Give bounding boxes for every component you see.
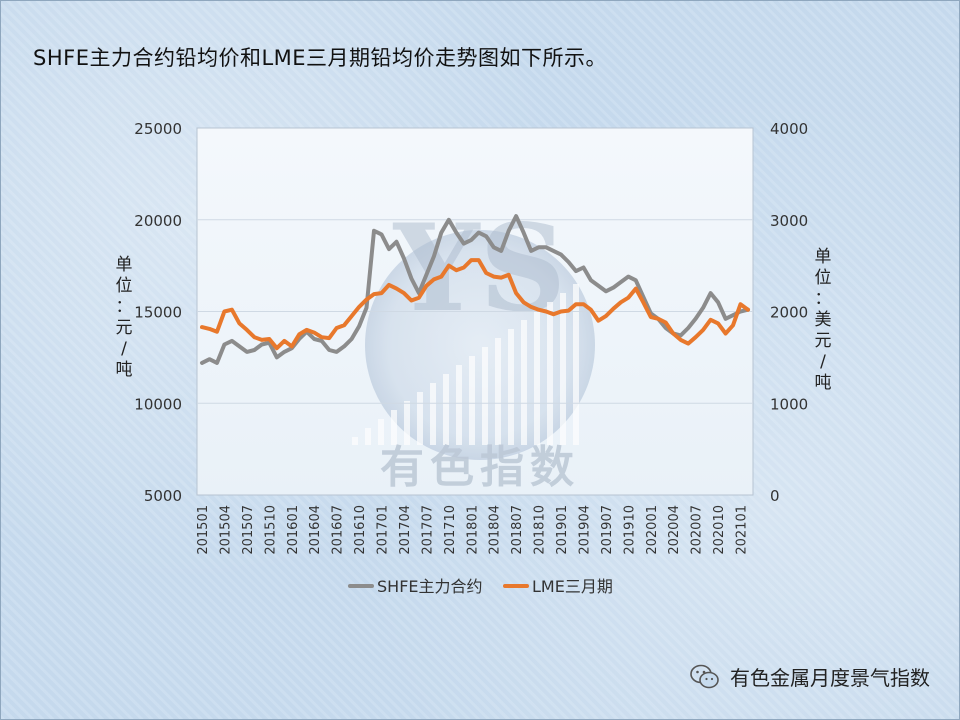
x-tick-label: 201901 (555, 505, 570, 555)
watermark-letters: YS (392, 198, 566, 339)
x-tick-label: 201707 (420, 505, 435, 555)
legend-item: LME三月期 (503, 577, 613, 596)
watermark-text: 有色指数 (380, 442, 580, 493)
watermark-bar (443, 374, 449, 445)
legend-item: SHFE主力合约 (348, 577, 483, 596)
legend: SHFE主力合约 LME三月期 (348, 577, 613, 596)
x-tick-label: 201804 (488, 505, 503, 555)
watermark-bar (352, 437, 358, 445)
left-tick-label: 10000 (134, 395, 182, 413)
watermark-bar (573, 284, 579, 445)
x-tick-label: 202101 (735, 505, 750, 555)
watermark-bar (560, 293, 566, 445)
right-axis-label: 单位：美元/吨 (815, 247, 832, 393)
watermark-logo: YS 有色指数 (352, 198, 595, 493)
right-tick-label: 1000 (770, 395, 808, 413)
watermark-bar (404, 401, 410, 445)
x-tick-label: 201610 (353, 505, 368, 555)
x-tick-label: 201501 (196, 505, 211, 555)
page-title: SHFE主力合约铅均价和LME三月期铅均价走势图如下所示。 (33, 46, 608, 70)
wechat-icon (690, 664, 719, 688)
footer-text: 有色金属月度景气指数 (730, 666, 930, 690)
x-tick-label: 201801 (465, 505, 480, 555)
x-tick-label: 202001 (645, 505, 660, 555)
x-tick-label: 201904 (577, 505, 592, 555)
watermark-bar (482, 347, 488, 445)
series-lines (200, 214, 750, 365)
series-line (200, 258, 750, 351)
watermark-bar (430, 383, 436, 445)
x-tick-label: 201907 (600, 505, 615, 555)
x-tick-label: 201910 (622, 505, 637, 555)
watermark-bar (547, 302, 553, 445)
x-tick-label: 201704 (398, 505, 413, 555)
x-tick-label: 201807 (510, 505, 525, 555)
left-tick-label: 25000 (134, 120, 182, 138)
x-tick-label: 201710 (443, 505, 458, 555)
watermark-bar (469, 356, 475, 445)
left-axis-label: 单位：元/吨 (116, 255, 133, 380)
x-tick-label: 201607 (331, 505, 346, 555)
x-tick-label: 202010 (712, 505, 727, 555)
watermark-bar (508, 329, 514, 445)
right-tick-label: 0 (770, 487, 780, 505)
legend-label: LME三月期 (532, 577, 613, 596)
gridlines (197, 219, 753, 404)
left-axis-ticks: 5000 10000 15000 20000 25000 (134, 120, 182, 505)
x-tick-label: 202004 (667, 505, 682, 555)
watermark-bar (534, 311, 540, 445)
watermark-bar (365, 428, 371, 445)
x-axis-ticks: 201501 201504 201507 201510 201601 201604 2016… (196, 505, 750, 555)
watermark-bar (495, 338, 501, 445)
x-tick-label: 201810 (533, 505, 548, 555)
watermark-bar (521, 320, 527, 445)
x-tick-label: 201604 (308, 505, 323, 555)
x-tick-label: 201510 (263, 505, 278, 555)
left-tick-label: 5000 (144, 487, 182, 505)
watermark-bar (378, 419, 384, 445)
left-tick-label: 15000 (134, 304, 182, 322)
watermark-bar (391, 410, 397, 445)
x-tick-label: 202007 (690, 505, 705, 555)
x-tick-label: 201601 (286, 505, 301, 555)
x-tick-label: 201701 (376, 505, 391, 555)
watermark-bar (417, 392, 423, 445)
watermark-bar (456, 365, 462, 445)
legend-label: SHFE主力合约 (377, 577, 483, 596)
right-axis-ticks: 0 1000 2000 3000 4000 (770, 120, 808, 505)
right-tick-label: 4000 (770, 120, 808, 138)
right-tick-label: 3000 (770, 212, 808, 230)
footer-brand: 有色金属月度景气指数 (690, 662, 930, 691)
right-tick-label: 2000 (770, 304, 808, 322)
left-tick-label: 20000 (134, 212, 182, 230)
x-tick-label: 201507 (241, 505, 256, 555)
x-tick-label: 201504 (218, 505, 233, 555)
